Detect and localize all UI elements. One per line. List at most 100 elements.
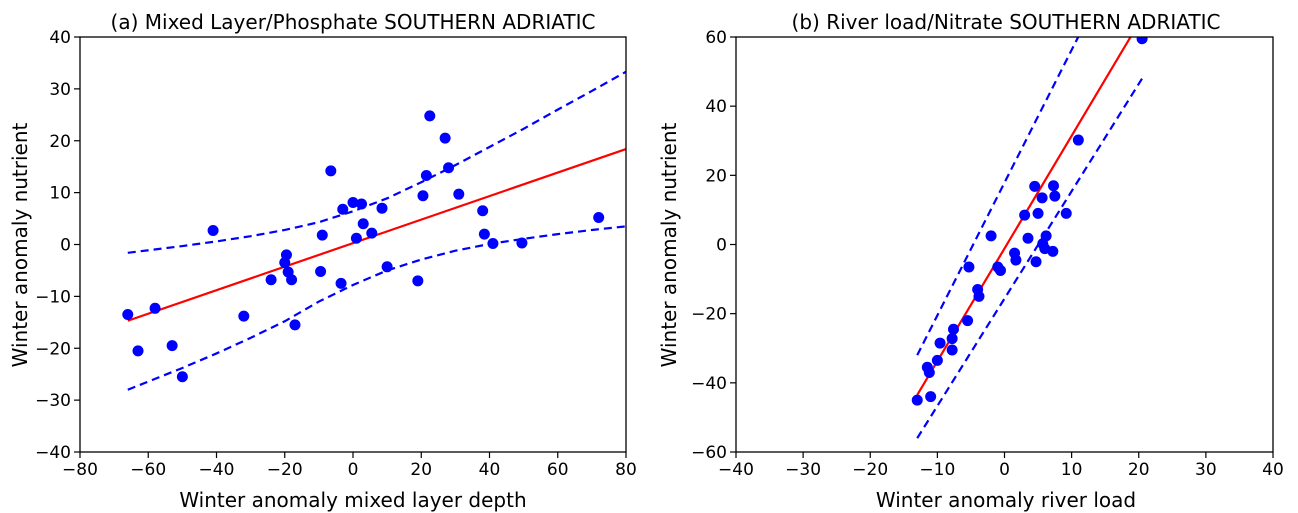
panel-b-x-tick-label: 30 [1195,460,1217,480]
panel-b-xlabel: Winter anomaly river load [876,488,1136,512]
panel-a-x-tick-label: −20 [267,460,303,480]
panel-a-data-point [347,196,359,208]
panel-a-data-point [122,309,134,321]
panel-a-y-tick-label: 30 [49,80,71,100]
panel-a-data-point [337,203,349,215]
panel-b-x-tick-label: 0 [999,460,1010,480]
panel-a-data-point [487,237,499,249]
panel-a-data-point [238,310,250,322]
panel-b-data-point [934,337,946,349]
panel-b-data-point [911,394,923,406]
panel-a-data-point [265,274,277,286]
panel-b-data-point [985,230,997,242]
panel-a-data-point [412,275,424,287]
panel-b-data-point [931,354,943,366]
panel-b-data-point [1049,190,1061,202]
panel-a-confidence-upper [127,70,626,254]
panel-a-data-point [424,110,436,122]
panel-a-data-point [417,190,429,202]
panel-a-data-point [316,229,328,241]
panel-b-data-point [1032,207,1044,219]
panel-a-data-point [207,224,219,236]
panel-a-y-tick-label: 20 [49,132,71,152]
panel-b-data-point [1060,207,1072,219]
panel-a-title: (a) Mixed Layer/Phosphate SOUTHERN ADRIA… [111,10,596,34]
panel-a-data-point [176,371,188,383]
panel-a-data-point [376,202,388,214]
panel-a-data-point [453,188,465,200]
panel-a-data-point [280,249,292,261]
panel-b-x-tick-label: 40 [1262,460,1284,480]
panel-a-data-point [335,277,347,289]
panel-a-x-tick-label: −60 [130,460,166,480]
panel-b-frame [735,36,1274,453]
panel-b-data-point [1036,192,1048,204]
panel-a-data-point [366,227,378,239]
panel-a-y-tick-label: −10 [35,287,71,307]
panel-b-data-point [1040,230,1052,242]
panel-a-data-point [286,274,298,286]
panel-a-x-tick-label: 60 [547,460,569,480]
panel-b-ylabel: Winter anomaly nutrient [657,122,681,367]
panel-a-y-tick-label: 40 [49,28,71,48]
panel-b-y-tick-label: −60 [691,443,727,463]
panel-b-y-tick-label: −20 [691,305,727,325]
panel-b-data-point [925,391,937,403]
panel-a-data-point [439,132,451,144]
panel-b-y-tick-label: 0 [716,236,727,256]
panel-a-data-point [478,228,490,240]
panel-a-plot-area: −80 −60 −40 −20 0 20 40 60 80 −40 −30 −20 −10 0 10 20 30… [35,28,637,480]
panel-a-data-point [420,170,432,182]
panel-a-data-point [443,162,455,174]
panel-b-x-tick-label: 10 [1061,460,1083,480]
panel-b-data-point [1022,232,1034,244]
panel-a-data-point [132,345,144,357]
panel-a-data-point [166,340,178,352]
panel-a-y-tick-label: −20 [35,339,71,359]
panel-b-data-point [962,315,974,327]
panel-b-x-tick-label: −20 [852,460,888,480]
panel-b-data-point [923,366,935,378]
panel-b: (b) River load/Nitrate SOUTHERN ADRIATIC… [657,10,1284,512]
panel-a-data-point [381,261,393,273]
panel-b-x-tick-label: −30 [785,460,821,480]
panel-b-x-tick-label: −40 [718,460,754,480]
panel-b-data-layer [911,37,1148,439]
panel-b-data-point [947,323,959,335]
panel-a-data-point [356,198,368,210]
panel-a-data-point [289,319,301,331]
panel-b-y-tick-label: 40 [705,97,727,117]
panel-a-data-point [350,232,362,244]
panel-b-y-tick-label: −40 [691,374,727,394]
panel-b-data-point [1048,180,1060,192]
panel-a-y-tick-label: 0 [60,236,71,256]
panel-a-data-point [516,237,528,249]
panel-b-y-tick-label: 20 [705,166,727,186]
panel-a-data-point [315,265,327,277]
panel-b-data-point [994,264,1006,276]
panel-a-ylabel: Winter anomaly nutrient [8,122,32,367]
panel-a-confidence-lower [127,225,626,391]
panel-a-data-layer [122,70,626,391]
panel-a-xlabel: Winter anomaly mixed layer depth [179,488,526,512]
panel-a-data-point [149,302,161,314]
panel-b-data-point [973,290,985,302]
panel-a-x-tick-label: 40 [479,460,501,480]
panel-a-data-point [593,212,605,224]
panel-b-data-point [1030,256,1042,268]
panel-a-x-tick-label: −40 [199,460,235,480]
panel-b-x-tick-label: 20 [1128,460,1150,480]
panel-b-confidence-lower [916,77,1144,439]
panel-b-data-point [1010,254,1022,266]
panel-b-title: (b) River load/Nitrate SOUTHERN ADRIATIC [792,10,1221,34]
panel-a-x-tick-label: −80 [62,460,98,480]
panel-b-data-point [946,333,958,345]
panel-b-data-point [1136,37,1148,45]
panel-a-data-point [325,165,337,177]
panel-a: (a) Mixed Layer/Phosphate SOUTHERN ADRIA… [8,10,637,512]
panel-b-y-tick-label: 60 [705,28,727,48]
panel-a-frame [79,36,627,453]
panel-a-y-tick-label: −40 [35,443,71,463]
